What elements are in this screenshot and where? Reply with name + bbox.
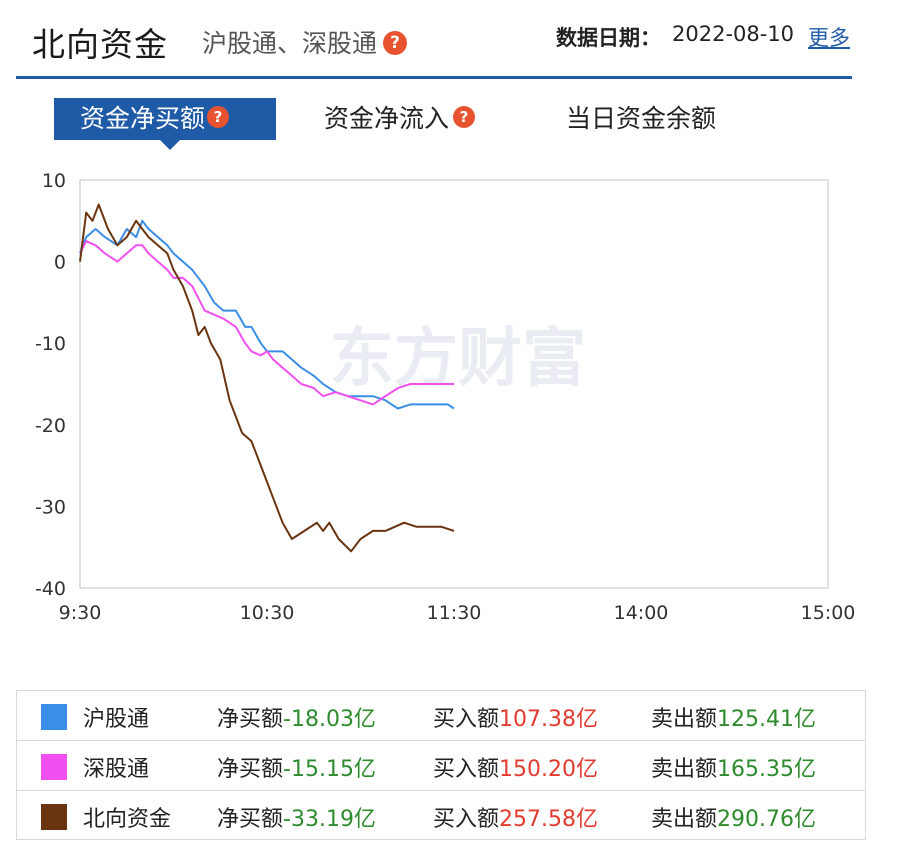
sell-cell: 卖出额290.76亿 (651, 801, 816, 833)
tab-label: 资金净买额 (80, 104, 206, 133)
subtitle-text: 沪股通、深股通 (202, 29, 378, 58)
tab-daily-balance[interactable]: 当日资金余额 (566, 98, 716, 140)
y-tick-label: -20 (35, 415, 66, 437)
series-name: 北向资金 (83, 807, 172, 832)
table-row: 沪股通 净买额-18.03亿 买入额107.38亿 卖出额125.41亿 (17, 691, 865, 741)
series-line-深股通 (79, 240, 454, 406)
series-line-北向资金 (79, 203, 455, 553)
series-name: 沪股通 (83, 707, 150, 732)
y-tick-label: -10 (35, 333, 66, 355)
buy-cell: 买入额150.20亿 (433, 751, 598, 783)
y-tick-label: 10 (42, 170, 66, 192)
y-tick-label: -30 (35, 496, 66, 518)
sell-value: 290.76亿 (717, 807, 816, 832)
plot-frame (79, 179, 829, 589)
sell-label: 卖出额 (651, 807, 718, 832)
series-name: 深股通 (83, 757, 150, 782)
help-icon[interactable]: ? (453, 106, 476, 128)
page-title: 北向资金 (32, 25, 168, 64)
net-buy-label: 净买额 (217, 807, 284, 832)
x-tick-label: 14:00 (614, 602, 669, 624)
page-subtitle: 沪股通、深股通? (202, 24, 408, 60)
net-buy-cell: 净买额-33.19亿 (217, 801, 376, 833)
header-divider (16, 76, 852, 79)
buy-label: 买入额 (433, 807, 500, 832)
net-buy-cell: 净买额-15.15亿 (217, 751, 376, 783)
net-buy-value: -15.15亿 (283, 757, 376, 782)
tab-net-inflow[interactable]: 资金净流入? (324, 98, 476, 140)
table-row: 北向资金 净买额-33.19亿 买入额257.58亿 卖出额290.76亿 (17, 791, 865, 841)
active-tab-pointer (160, 140, 180, 150)
buy-value: 257.58亿 (499, 807, 598, 832)
tab-net-buy[interactable]: 资金净买额? (54, 98, 276, 140)
sell-cell: 卖出额125.41亿 (651, 701, 816, 733)
summary-table: 沪股通 净买额-18.03亿 买入额107.38亿 卖出额125.41亿 深股通… (16, 690, 866, 840)
help-icon[interactable]: ? (207, 106, 230, 128)
net-buy-value: -18.03亿 (283, 707, 376, 732)
net-buy-line-chart: 东方财富 10 0 -10 -20 -30 -409:30 10:30 11:30 14:00 15… (35, 170, 856, 624)
date-value: 2022-08-10 (672, 22, 795, 46)
page-header: 北向资金 沪股通、深股通? 数据日期： 2022-08-10 更多 (0, 0, 900, 80)
x-tick-label: 11:30 (427, 602, 482, 624)
net-buy-cell: 净买额-18.03亿 (217, 701, 376, 733)
watermark-text: 东方财富 (330, 322, 586, 396)
net-buy-value: -33.19亿 (283, 807, 376, 832)
sell-value: 165.35亿 (717, 757, 816, 782)
tab-label: 当日资金余额 (566, 104, 717, 133)
net-buy-label: 净买额 (217, 757, 284, 782)
more-link[interactable]: 更多 (808, 26, 850, 50)
x-tick-label: 9:30 (59, 602, 102, 624)
buy-label: 买入额 (433, 707, 500, 732)
buy-cell: 买入额107.38亿 (433, 701, 598, 733)
series-color-swatch (41, 704, 67, 730)
net-buy-label: 净买额 (217, 707, 284, 732)
sell-cell: 卖出额165.35亿 (651, 751, 816, 783)
x-tick-label: 15:00 (801, 602, 856, 624)
sell-label: 卖出额 (651, 757, 718, 782)
help-icon[interactable]: ? (383, 31, 408, 55)
series-color-swatch (41, 804, 67, 830)
sell-label: 卖出额 (651, 707, 718, 732)
y-tick-label: -40 (35, 578, 66, 600)
x-tick-label: 10:30 (240, 602, 295, 624)
y-tick-label: 0 (54, 252, 66, 274)
tab-label: 资金净流入 (324, 104, 450, 133)
buy-value: 150.20亿 (499, 757, 598, 782)
sell-value: 125.41亿 (717, 707, 816, 732)
series-color-swatch (41, 754, 67, 780)
buy-value: 107.38亿 (499, 707, 598, 732)
date-label: 数据日期： (556, 26, 661, 50)
buy-label: 买入额 (433, 757, 500, 782)
buy-cell: 买入额257.58亿 (433, 801, 598, 833)
table-row: 深股通 净买额-15.15亿 买入额150.20亿 卖出额165.35亿 (17, 741, 865, 791)
